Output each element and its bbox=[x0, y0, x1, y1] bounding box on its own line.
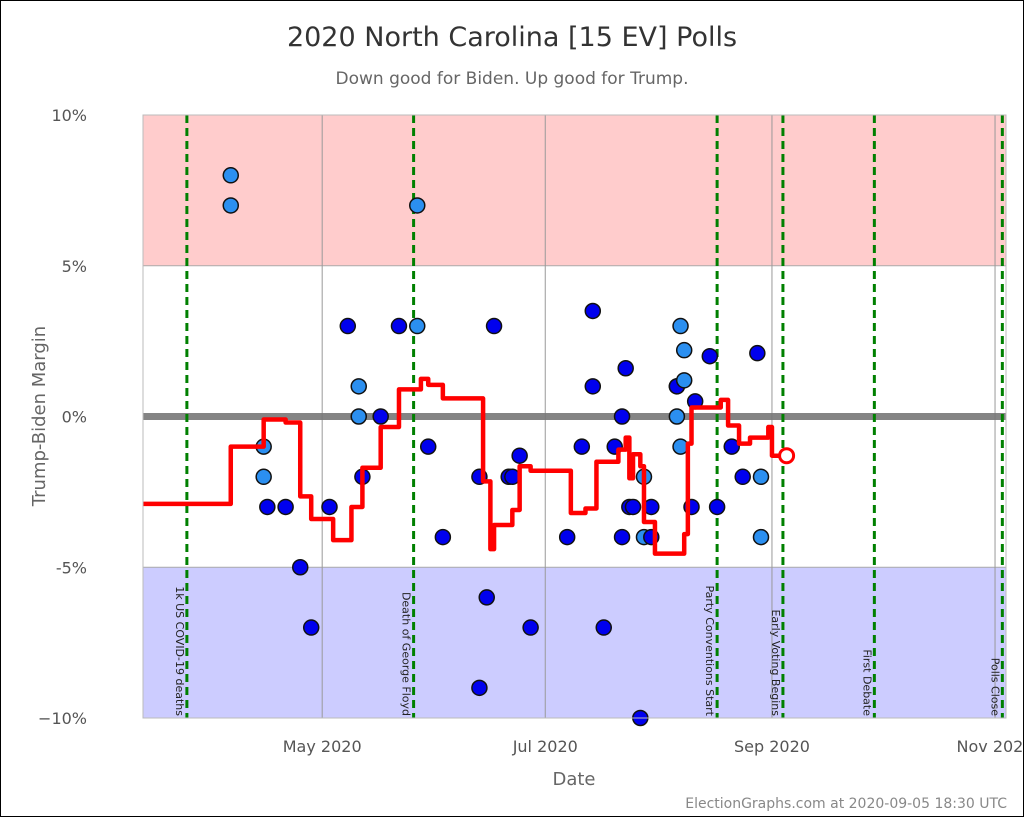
chart-title: 2020 North Carolina [15 EV] Polls bbox=[287, 22, 737, 53]
margin-band bbox=[143, 115, 1006, 266]
poll-point bbox=[624, 498, 642, 516]
poll-point bbox=[409, 197, 426, 214]
poll-point bbox=[511, 447, 528, 464]
event-label: Early Voting Begins bbox=[769, 609, 782, 716]
poll-point bbox=[478, 589, 495, 606]
poll-point bbox=[255, 468, 272, 486]
poll-point bbox=[672, 317, 689, 335]
poll-point bbox=[321, 498, 338, 516]
footer-credit: ElectionGraphs.com at 2020-09-05 18:30 U… bbox=[685, 796, 1007, 812]
poll-point bbox=[222, 167, 240, 184]
poll-point bbox=[471, 679, 488, 697]
plot-border bbox=[142, 114, 1007, 719]
y-axis-label: Trump-Biden Margin bbox=[29, 326, 50, 507]
x-tick-label: May 2020 bbox=[283, 737, 362, 756]
poll-point bbox=[701, 347, 719, 365]
margin-band bbox=[143, 567, 1006, 718]
poll-point bbox=[485, 317, 503, 335]
poll-point bbox=[350, 378, 367, 395]
poll-point bbox=[752, 528, 770, 546]
x-tick-label: Jul 2020 bbox=[512, 737, 578, 756]
poll-point bbox=[573, 438, 591, 455]
poll-point bbox=[419, 438, 437, 455]
y-tick-label: 5% bbox=[62, 257, 87, 276]
event-label: Polls Close bbox=[988, 658, 1001, 717]
poll-point bbox=[302, 619, 320, 636]
average-line bbox=[143, 376, 787, 556]
poll-point bbox=[723, 438, 740, 455]
plot-area: 10% 5% 0% -5% −10% May 2020 Jul 2020 Sep 2020 No… bbox=[38, 106, 1024, 756]
poll-point bbox=[434, 528, 452, 546]
poll-point bbox=[613, 528, 631, 546]
poll-point bbox=[291, 559, 309, 576]
event-label: First Debate bbox=[860, 649, 873, 716]
poll-point bbox=[749, 344, 766, 362]
poll-point bbox=[409, 317, 426, 335]
poll-point bbox=[613, 408, 631, 425]
x-tick-label: Nov 2020 bbox=[957, 737, 1023, 756]
poll-point bbox=[752, 468, 770, 486]
poll-point bbox=[259, 498, 276, 516]
poll-point bbox=[675, 372, 693, 389]
event-label: Party Conventions Start bbox=[703, 585, 716, 716]
poll-point bbox=[372, 408, 389, 425]
poll-point bbox=[350, 408, 367, 425]
poll-point bbox=[668, 408, 686, 425]
chart-subtitle: Down good for Biden. Up good for Trump. bbox=[336, 69, 689, 89]
poll-point bbox=[558, 528, 576, 546]
y-tick-label: -5% bbox=[56, 558, 87, 577]
event-label: 1k US COVID-19 deaths bbox=[173, 586, 186, 716]
y-tick-label: 0% bbox=[62, 408, 87, 427]
x-tick-label: Sep 2020 bbox=[734, 737, 810, 756]
current-average-marker bbox=[778, 447, 796, 465]
y-tick-label: −10% bbox=[38, 709, 87, 728]
poll-point bbox=[675, 341, 693, 359]
poll-point bbox=[390, 317, 408, 335]
poll-point bbox=[584, 378, 602, 395]
poll-point bbox=[222, 197, 240, 214]
poll-point bbox=[595, 619, 613, 636]
y-tick-label: 10% bbox=[51, 106, 87, 125]
poll-point bbox=[734, 468, 751, 486]
poll-point bbox=[708, 498, 726, 516]
event-label: Death of George Floyd bbox=[400, 592, 413, 716]
poll-point bbox=[617, 360, 634, 377]
poll-point bbox=[277, 498, 294, 516]
poll-point bbox=[339, 317, 357, 335]
poll-point bbox=[584, 302, 602, 320]
x-axis-label: Date bbox=[552, 769, 595, 790]
poll-point bbox=[522, 619, 539, 636]
